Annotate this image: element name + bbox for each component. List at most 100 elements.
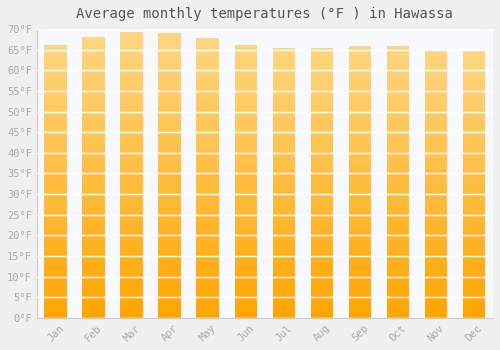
Bar [158,274,182,275]
Bar [310,254,334,256]
Bar [196,51,220,52]
Bar [348,242,372,243]
Bar [386,52,409,53]
Bar [462,285,485,286]
Bar [82,280,105,281]
Bar [120,153,144,155]
Bar [272,131,295,133]
Bar [310,83,334,84]
Bar [158,217,182,218]
Bar [462,262,485,263]
Bar [348,155,372,156]
Bar [82,198,105,200]
Bar [348,247,372,248]
Bar [234,154,258,155]
Bar [310,315,334,316]
Bar [234,286,258,288]
Bar [82,161,105,162]
Bar [310,173,334,175]
Bar [272,108,295,110]
Bar [82,145,105,147]
Bar [158,302,182,303]
Bar [82,138,105,140]
Bar [196,171,220,173]
Bar [158,270,182,271]
Bar [424,173,448,175]
Bar [272,165,295,167]
Bar [348,315,372,316]
Bar [310,150,334,152]
Bar [82,117,105,119]
Bar [44,178,67,180]
Bar [196,200,220,202]
Bar [348,261,372,262]
Bar [44,226,67,228]
Bar [158,121,182,122]
Bar [82,130,105,131]
Bar [158,43,182,44]
Bar [424,251,448,252]
Bar [196,316,220,318]
Bar [310,288,334,289]
Bar [310,141,334,142]
Bar [120,209,144,211]
Bar [196,160,220,161]
Bar [386,202,409,204]
Bar [82,265,105,266]
Bar [462,163,485,164]
Bar [386,191,409,193]
Bar [120,276,144,278]
Bar [120,182,144,183]
Bar [196,242,220,244]
Bar [158,284,182,285]
Bar [348,270,372,272]
Bar [82,133,105,134]
Bar [348,316,372,318]
Bar [82,302,105,304]
Bar [272,93,295,95]
Bar [158,182,182,184]
Bar [120,89,144,91]
Bar [82,288,105,290]
Bar [462,291,485,293]
Bar [386,234,409,235]
Bar [158,238,182,239]
Bar [44,127,67,128]
Bar [234,146,258,147]
Bar [44,245,67,247]
Bar [386,303,409,304]
Bar [424,268,448,270]
Bar [310,161,334,162]
Bar [386,225,409,227]
Bar [272,244,295,245]
Bar [386,97,409,98]
Bar [82,248,105,249]
Bar [234,226,258,228]
Bar [310,231,334,233]
Bar [234,270,258,272]
Bar [196,312,220,314]
Bar [462,164,485,166]
Bar [196,235,220,237]
Bar [120,105,144,106]
Bar [386,266,409,268]
Bar [120,208,144,209]
Bar [386,186,409,188]
Bar [424,192,448,193]
Bar [462,142,485,143]
Bar [462,311,485,313]
Bar [120,115,144,116]
Bar [348,303,372,304]
Bar [348,129,372,131]
Bar [272,181,295,183]
Bar [462,287,485,288]
Bar [120,106,144,108]
Bar [272,195,295,196]
Bar [44,58,67,60]
Bar [120,222,144,224]
Bar [272,152,295,153]
Bar [120,99,144,100]
Bar [82,124,105,126]
Bar [158,228,182,230]
Bar [462,229,485,230]
